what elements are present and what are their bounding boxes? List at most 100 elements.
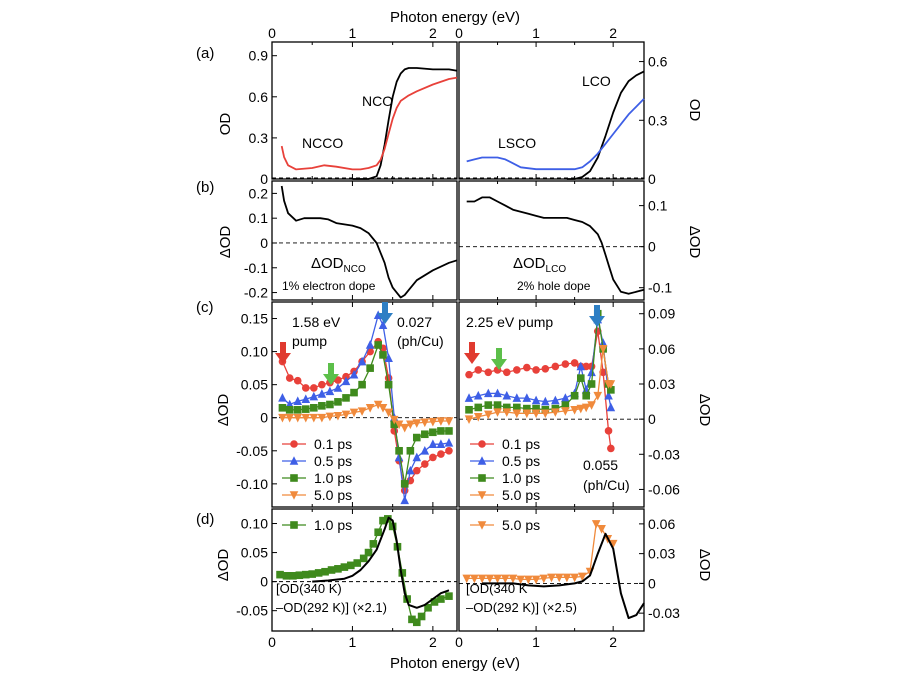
data-point [582,362,590,371]
arrow-shaft [594,305,600,317]
data-point [437,595,445,603]
data-point [578,572,587,582]
data-point [576,361,586,371]
series-0-1-ps [465,327,615,453]
panel-label-a: (a) [196,45,214,62]
data-point [378,320,388,329]
legend-marker [477,521,487,530]
series-line--od-nco [280,185,458,299]
data-point [301,405,310,413]
top-xlabel: Photon energy (eV) [390,9,520,26]
data-point [408,615,416,624]
data-point [278,413,287,423]
data-point [333,411,343,421]
data-point [325,412,335,422]
series-5-0-ps [278,400,454,433]
data-point [400,495,410,505]
data-point [473,413,483,422]
data-point [437,427,445,435]
d-right-note-1: [OD(340 K [466,581,528,596]
data-point [598,338,608,347]
data-point [562,573,572,583]
data-point [334,398,342,406]
data-point [321,567,329,576]
y-tick-label: 0 [260,410,268,426]
panel-d-left: 0.100.050-0.050 1 2 [236,508,458,650]
data-point [424,603,432,612]
y-tick-label: 0.3 [648,112,668,128]
y-tick-label: 0.3 [249,130,269,146]
d-right-note-2: –OD(292 K)] (×2.5) [466,600,577,615]
arrow-red-left [275,342,291,364]
x-tick-label: 0 [455,25,463,41]
y-tick-label: -0.05 [236,443,268,459]
y-tick-label: 0.03 [648,376,675,392]
data-point [531,395,541,405]
data-point [293,396,303,405]
legend-label: 0.1 ps [502,436,540,452]
data-point [502,403,511,412]
data-point [541,364,550,373]
panel-frame [458,508,645,632]
y-tick-label: -0.1 [648,280,672,296]
data-point [430,598,439,606]
data-point [374,341,382,349]
data-point [406,465,415,475]
c-right-ylabel: ΔOD [696,394,713,427]
y-tick-label: -0.03 [648,605,680,621]
series-5-0-ps [464,345,616,424]
data-point [604,427,613,435]
arrow-head [491,359,507,370]
x-tick-label: 0 [455,634,463,650]
legend-label: 5.0 ps [502,517,540,533]
data-point [483,410,493,420]
series-line-lco [566,70,645,180]
data-point [293,376,302,385]
data-point [390,427,399,435]
y-tick-label: 0 [648,239,656,255]
panel-d-right: 0.06 0.03 0 -0.03 0 1 2 [455,508,680,650]
ann-nco: NCO [362,93,393,109]
x-tick-label: 1 [532,25,540,41]
data-point [524,575,533,585]
bottom-xlabel: Photon energy (eV) [390,655,520,672]
y-tick-label: -0.06 [648,481,680,497]
data-point [541,409,550,419]
data-point [464,415,474,424]
data-point [502,408,512,417]
data-point [412,433,421,442]
data-point [357,356,367,366]
series-line-ncco [280,76,458,171]
data-point [582,391,590,400]
y-tick-label: 0.2 [249,185,269,201]
y-tick-label: 0.09 [648,306,675,322]
y-tick-label: -0.05 [236,603,268,619]
arrow-shaft [382,302,388,314]
data-point [317,413,327,423]
b-left-ylabel: ΔOD [217,226,234,259]
data-point [295,571,304,580]
data-point [551,362,560,371]
arrow-blue-left [377,302,393,324]
data-point [379,516,387,525]
data-point [412,466,421,475]
data-point [591,520,601,529]
data-point [532,366,540,374]
data-point [445,592,453,600]
data-point [547,573,556,583]
data-point [570,573,579,583]
legend-label: 5.0 ps [502,487,540,503]
panel-frame [271,180,458,301]
data-point [493,408,502,417]
data-point [417,612,426,621]
legend-label: 1.0 ps [314,470,352,486]
d-left-note-2: –OD(292 K)] (×2.1) [276,600,387,615]
x-tick-label: 2 [429,25,437,41]
data-point [570,359,579,367]
data-point [464,393,474,402]
data-point [493,388,502,398]
data-point [485,574,495,584]
data-point [484,368,493,377]
data-point [388,522,397,531]
fluence-right-value: 0.055 [583,457,618,473]
